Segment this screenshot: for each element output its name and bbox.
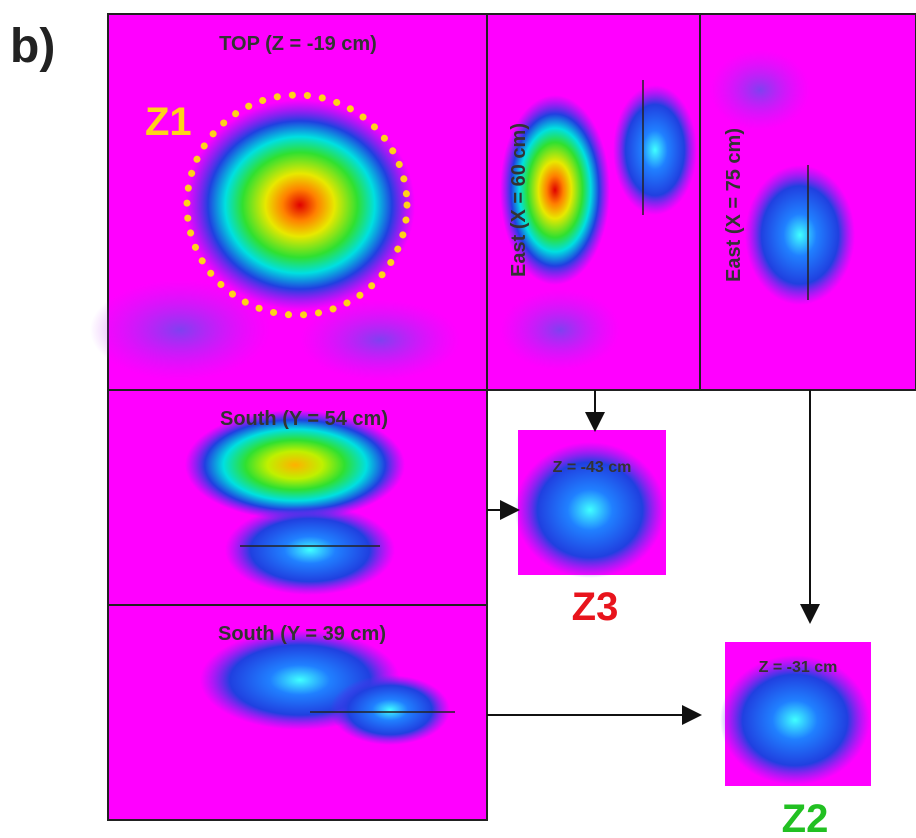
figure: b) <box>0 0 916 838</box>
panel-label: Z = -31 cm <box>759 659 838 676</box>
panel-label: Z = -43 cm <box>553 459 632 476</box>
panel-label: South (Y = 39 cm) <box>218 623 386 645</box>
panel-label: East (X = 75 cm) <box>723 128 745 282</box>
zone-label: Z2 <box>782 797 829 838</box>
zone-label: Z1 <box>145 100 192 144</box>
panel-label: TOP (Z = -19 cm) <box>219 33 377 55</box>
zone-label: Z3 <box>572 585 619 629</box>
panel-label: East (X = 60 cm) <box>508 123 530 277</box>
figure-label: b) <box>10 20 55 73</box>
panel-label: South (Y = 54 cm) <box>220 408 388 430</box>
